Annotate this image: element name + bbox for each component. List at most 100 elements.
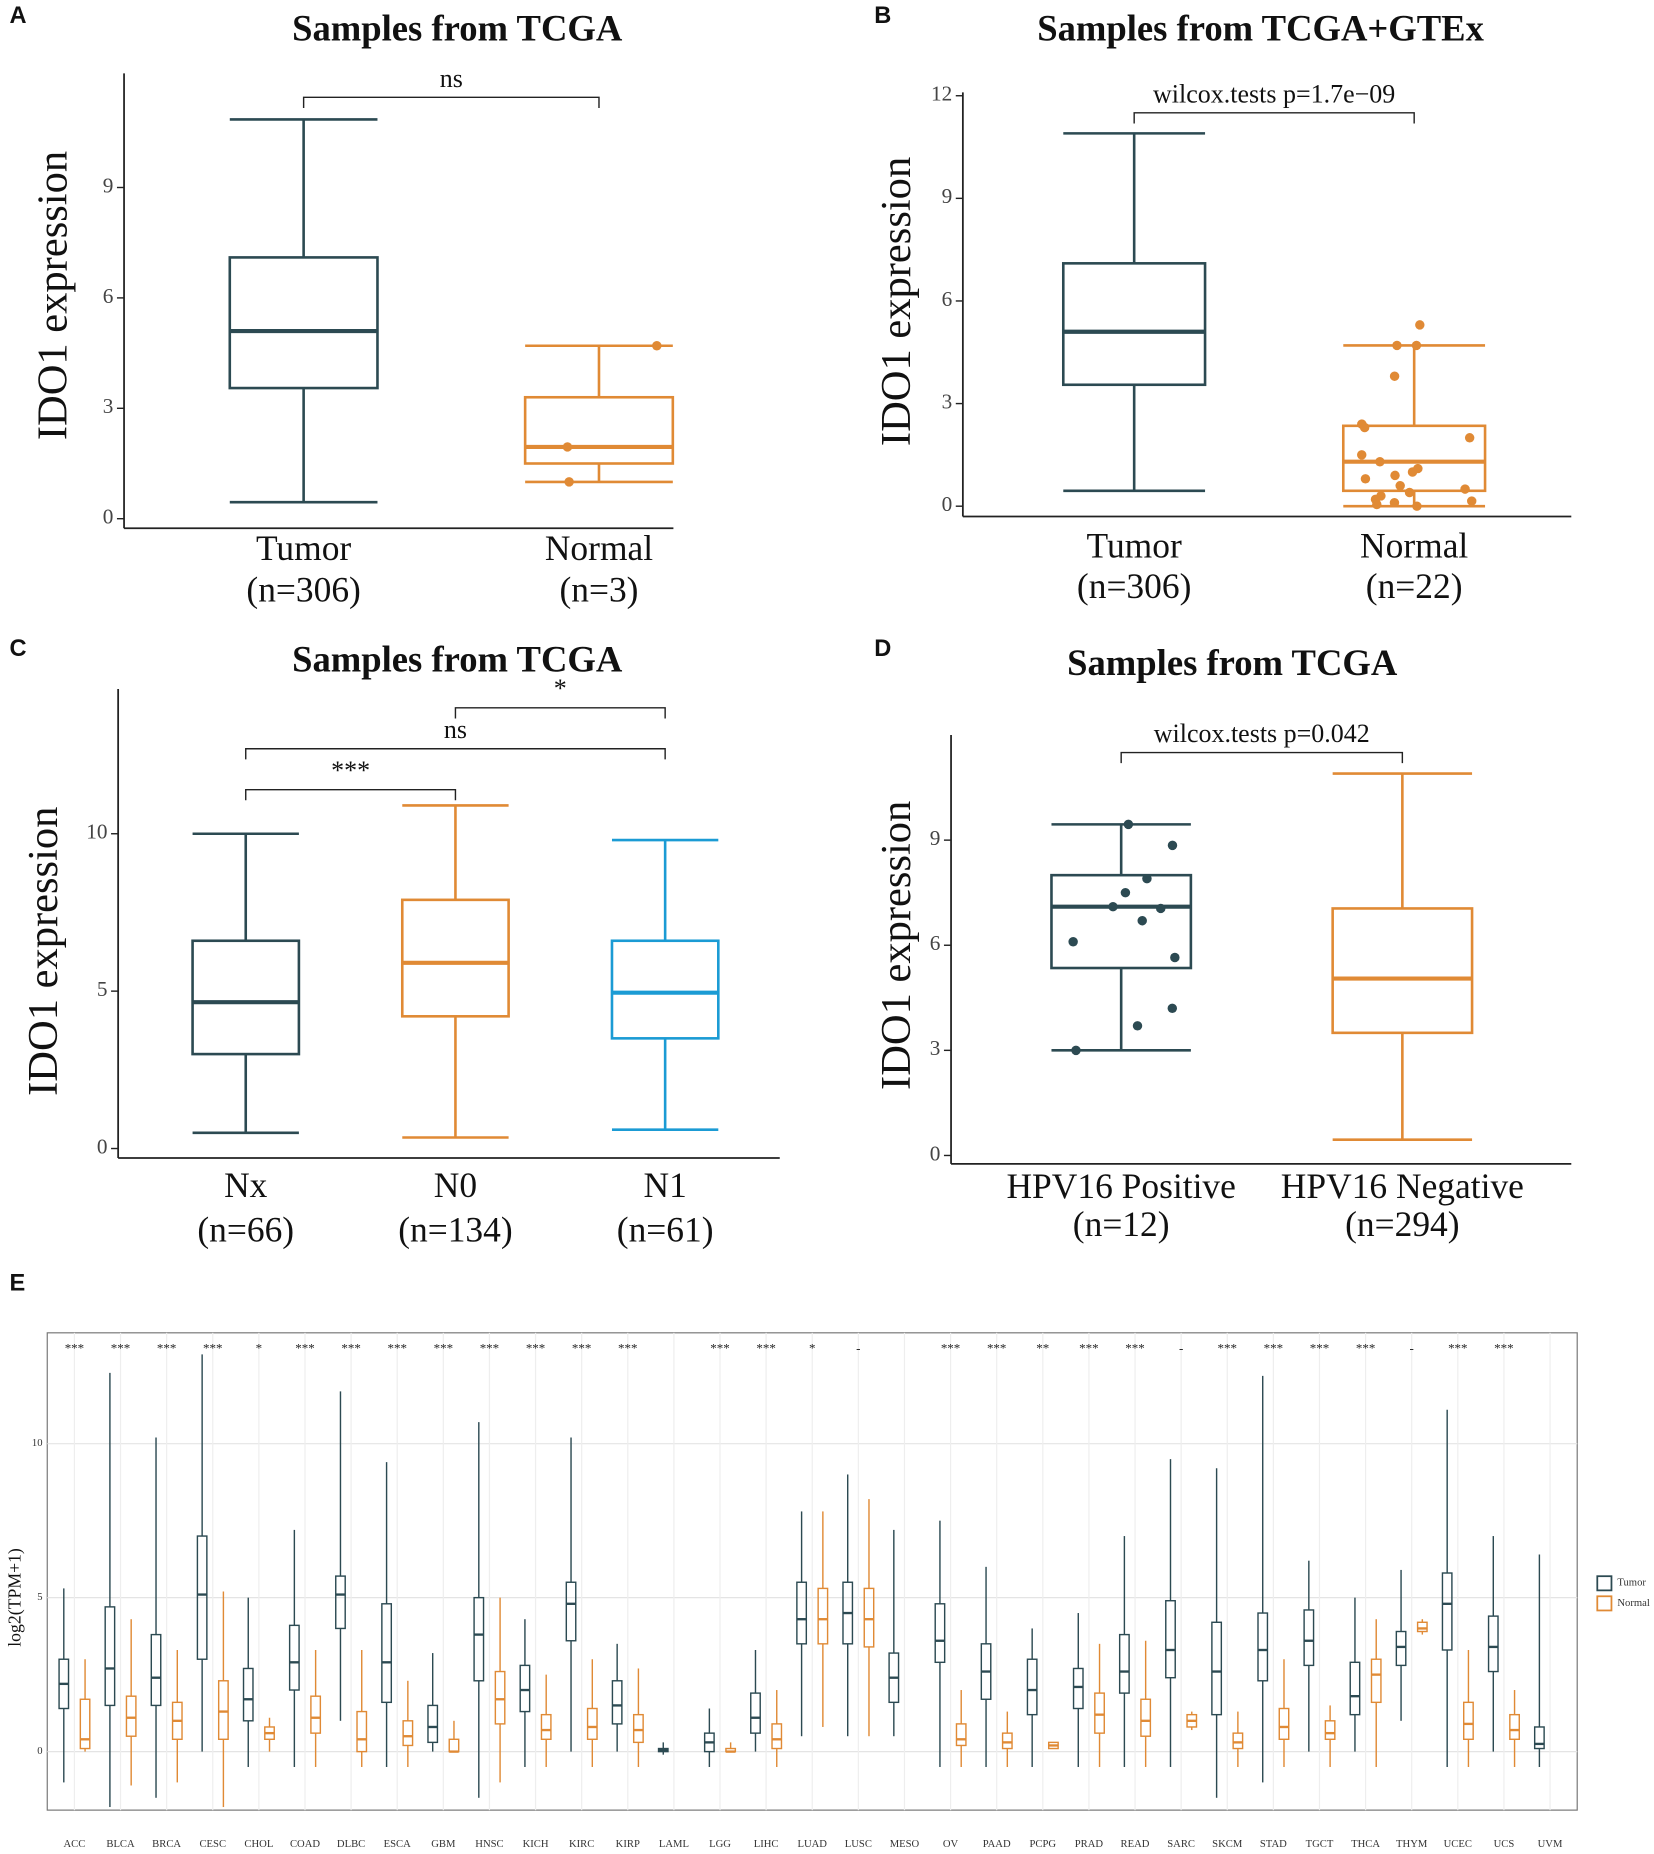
x-tick-label: BLCA — [106, 1839, 135, 1850]
point — [1360, 474, 1371, 484]
legend-label: Tumor — [1617, 1578, 1646, 1589]
comparison-label: ns — [440, 64, 463, 93]
box — [771, 1723, 783, 1750]
significance-label: - — [1410, 1340, 1414, 1355]
point — [564, 477, 574, 487]
x-tick-label: THYM — [1396, 1839, 1428, 1850]
comparison-label: * — [554, 674, 567, 703]
x-tick-label: HPV16 Negative — [1281, 1166, 1524, 1206]
point — [1404, 487, 1415, 498]
y-tick-label: 9 — [930, 826, 941, 850]
box — [150, 1633, 162, 1707]
y-axis-label: log2(TPM+1) — [5, 1548, 25, 1647]
box — [955, 1723, 967, 1747]
significance-label: *** — [341, 1340, 360, 1355]
box — [1341, 424, 1487, 493]
significance-label: ** — [1036, 1340, 1049, 1355]
x-tick-label: LGG — [709, 1839, 731, 1850]
x-count-label: (n=3) — [559, 569, 638, 609]
x-tick-label: ACC — [64, 1839, 86, 1850]
point — [1412, 501, 1422, 511]
y-tick-label: 3 — [103, 394, 114, 418]
box — [1094, 1692, 1105, 1734]
box — [565, 1581, 577, 1642]
x-tick-label: LIHC — [754, 1839, 779, 1850]
significance-label: * — [809, 1340, 816, 1355]
significance-label: *** — [157, 1340, 176, 1355]
box — [494, 1670, 506, 1725]
x-tick-label: KIRP — [616, 1839, 640, 1850]
box — [1533, 1726, 1545, 1750]
x-tick-label: BRCA — [152, 1839, 181, 1850]
box — [1324, 1720, 1336, 1741]
point — [1466, 496, 1477, 506]
significance-label: *** — [572, 1340, 591, 1355]
x-tick-label: READ — [1121, 1839, 1150, 1850]
significance-label: *** — [480, 1340, 499, 1355]
box — [242, 1667, 254, 1722]
legend-label: Normal — [1617, 1598, 1650, 1609]
x-tick-label: OV — [943, 1839, 959, 1850]
y-axis-label: IDO1 expression — [873, 801, 920, 1090]
box — [1026, 1658, 1038, 1716]
box — [519, 1664, 531, 1713]
box — [125, 1695, 137, 1737]
x-tick-label: KIRC — [569, 1839, 594, 1850]
x-tick-label: MESO — [890, 1839, 920, 1850]
panel-letter: B — [874, 3, 891, 29]
box — [817, 1587, 829, 1645]
comparison-label: *** — [331, 756, 370, 785]
x-tick-label: HNSC — [475, 1839, 503, 1850]
x-count-label: (n=306) — [246, 569, 360, 609]
significance-label: *** — [756, 1340, 775, 1355]
significance-label: *** — [65, 1340, 84, 1355]
box — [473, 1596, 485, 1682]
x-count-label: (n=61) — [617, 1210, 714, 1250]
y-tick-label: 5 — [37, 1592, 42, 1603]
box — [611, 1680, 623, 1725]
point — [1392, 340, 1402, 351]
significance-label: *** — [618, 1340, 637, 1355]
y-axis-label: IDO1 expression — [20, 807, 67, 1096]
x-count-label: (n=294) — [1345, 1204, 1459, 1244]
panel-letter: C — [9, 636, 26, 662]
comparison-bracket — [245, 748, 666, 760]
box — [1416, 1621, 1428, 1633]
box — [1370, 1658, 1382, 1704]
box — [1165, 1600, 1176, 1679]
y-tick-label: 0 — [97, 1134, 108, 1158]
box — [863, 1587, 875, 1648]
significance-label: *** — [1079, 1340, 1098, 1355]
panel-letter: E — [9, 1271, 25, 1297]
comparison-bracket — [454, 707, 666, 719]
box — [402, 1720, 414, 1747]
point — [1395, 480, 1405, 491]
box — [310, 1695, 322, 1734]
box — [1072, 1667, 1084, 1710]
point — [1142, 873, 1152, 884]
x-tick-label: PCPG — [1030, 1839, 1057, 1850]
y-axis-label: IDO1 expression — [873, 157, 920, 446]
x-tick-label: UCEC — [1444, 1839, 1472, 1850]
point — [1359, 422, 1370, 433]
significance-label: * — [256, 1340, 263, 1355]
comparison-bracket — [1120, 751, 1404, 764]
y-tick-label: 10 — [86, 820, 107, 844]
y-tick-label: 0 — [942, 492, 953, 516]
box — [1349, 1661, 1361, 1716]
box — [1001, 1732, 1013, 1750]
x-tick-label: SKCM — [1212, 1839, 1243, 1850]
box — [1441, 1572, 1453, 1651]
box — [1395, 1630, 1407, 1667]
significance-label: *** — [1310, 1340, 1329, 1355]
box — [288, 1624, 300, 1691]
significance-label: - — [1179, 1340, 1183, 1355]
box — [356, 1710, 368, 1753]
box — [400, 898, 510, 1018]
comparison-label: wilcox.tests p=1.7e−09 — [1153, 79, 1395, 108]
chart-title: Samples from TCGA — [292, 638, 623, 679]
point — [1167, 840, 1178, 851]
x-tick-label: N1 — [643, 1165, 686, 1205]
point — [1415, 320, 1425, 330]
y-tick-label: 6 — [942, 287, 953, 311]
